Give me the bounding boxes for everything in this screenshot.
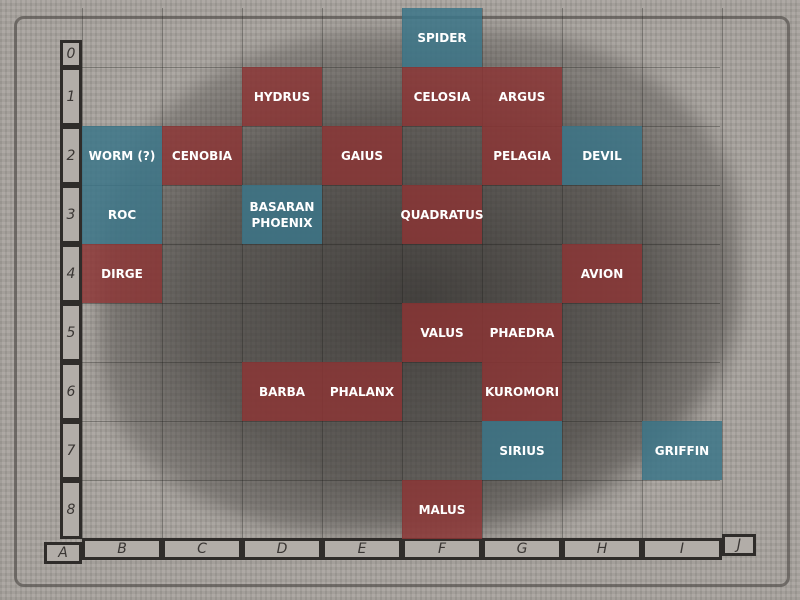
cell-label: MALUS xyxy=(418,502,466,517)
grid-line xyxy=(722,8,723,538)
cell-label: AVION xyxy=(580,266,624,281)
grid-line xyxy=(402,8,403,538)
cell-label: DEVIL xyxy=(582,148,622,163)
cell-label: ROC xyxy=(107,207,137,222)
grid-line xyxy=(82,185,720,186)
cell-label: GRIFFIN xyxy=(654,443,710,458)
cell-label: BASARAN PHOENIX xyxy=(249,199,315,230)
colossus-cell-pelagia: PELAGIA xyxy=(482,126,562,185)
row-label: 1 xyxy=(60,67,82,126)
cell-label: PHALANX xyxy=(329,384,395,399)
cell-label: DIRGE xyxy=(101,266,143,281)
cell-label: WORM (?) xyxy=(88,148,156,163)
cell-label: PHAEDRA xyxy=(489,325,555,340)
row-label: 8 xyxy=(60,480,82,539)
colossus-cell-kuromori: KUROMORI xyxy=(482,362,562,421)
column-label: G xyxy=(482,538,562,560)
row-label: 2 xyxy=(60,126,82,185)
column-label: B xyxy=(82,538,162,560)
colossus-cell-hydrus: HYDRUS xyxy=(242,67,322,126)
cell-label: SIRIUS xyxy=(499,443,545,458)
colossus-cell-cenobia: CENOBIA xyxy=(162,126,242,185)
row-label: 0 xyxy=(60,40,82,68)
row-label: 3 xyxy=(60,185,82,244)
colossus-cell-roc: ROC xyxy=(82,185,162,244)
colossus-cell-quadratus: QUADRATUS xyxy=(400,185,484,244)
colossus-cell-dirge: DIRGE xyxy=(82,244,162,303)
cell-label: BARBA xyxy=(258,384,306,399)
column-label: C xyxy=(162,538,242,560)
colossus-cell-phalanx: PHALANX xyxy=(322,362,402,421)
grid-line xyxy=(82,67,720,68)
cell-label: CELOSIA xyxy=(413,89,471,104)
grid-line xyxy=(482,8,483,538)
cell-label: SPIDER xyxy=(417,30,467,45)
colossus-cell-celosia: CELOSIA xyxy=(402,67,482,126)
colossus-cell-devil: DEVIL xyxy=(562,126,642,185)
column-label: J xyxy=(722,534,756,556)
grid-line xyxy=(322,8,323,538)
cell-label: CENOBIA xyxy=(171,148,233,163)
colossus-cell-phaedra: PHAEDRA xyxy=(482,303,562,362)
colossus-cell-sirius: SIRIUS xyxy=(482,421,562,480)
cell-label: QUADRATUS xyxy=(400,207,484,222)
column-label: I xyxy=(642,538,722,560)
cell-label: PELAGIA xyxy=(493,148,551,163)
colossus-cell-barba: BARBA xyxy=(242,362,322,421)
cell-label: HYDRUS xyxy=(253,89,311,104)
colossus-cell-gaius: GAIUS xyxy=(322,126,402,185)
column-label: D xyxy=(242,538,322,560)
grid-line xyxy=(642,8,643,538)
row-label: 7 xyxy=(60,421,82,480)
column-label: A xyxy=(44,542,82,564)
column-label: E xyxy=(322,538,402,560)
cell-label: VALUS xyxy=(420,325,464,340)
colossus-cell-basaran-phoenix: BASARAN PHOENIX xyxy=(242,185,322,244)
grid-line xyxy=(82,303,720,304)
cell-label: ARGUS xyxy=(498,89,546,104)
row-label: 6 xyxy=(60,362,82,421)
grid-line xyxy=(82,244,720,245)
colossus-cell-spider: SPIDER xyxy=(402,8,482,67)
colossus-cell-griffin: GRIFFIN xyxy=(642,421,722,480)
column-label: F xyxy=(402,538,482,560)
row-label: 5 xyxy=(60,303,82,362)
column-label: H xyxy=(562,538,642,560)
grid-line xyxy=(242,8,243,538)
row-label: 4 xyxy=(60,244,82,303)
grid-line xyxy=(82,480,720,481)
cell-label: GAIUS xyxy=(341,148,383,163)
colossus-cell-valus: VALUS xyxy=(402,303,482,362)
colossus-cell-argus: ARGUS xyxy=(482,67,562,126)
colossus-cell-malus: MALUS xyxy=(402,480,482,539)
colossus-cell-avion: AVION xyxy=(562,244,642,303)
colossus-cell-worm: WORM (?) xyxy=(82,126,162,185)
cell-label: KUROMORI xyxy=(484,384,560,399)
grid-line xyxy=(82,421,720,422)
grid-line xyxy=(162,8,163,538)
